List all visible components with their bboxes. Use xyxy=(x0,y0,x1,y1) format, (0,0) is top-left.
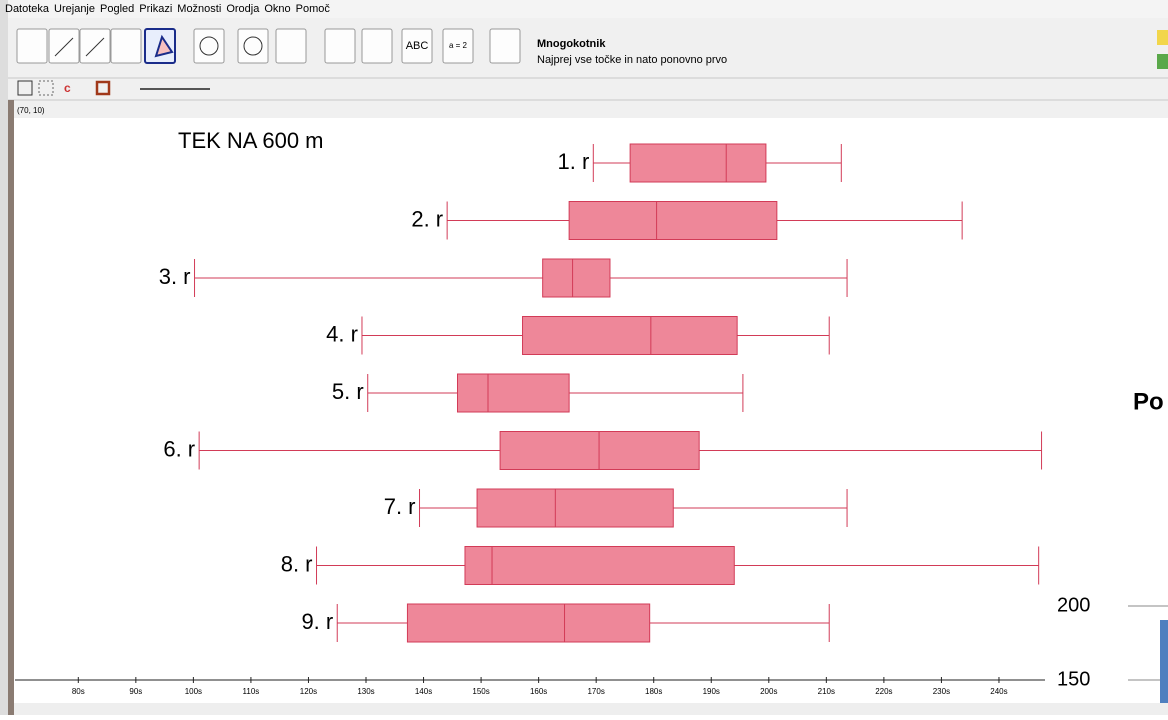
category-label: 1. r xyxy=(557,149,589,174)
x-tick-label: 90s xyxy=(129,687,142,696)
tool-button[interactable] xyxy=(361,28,393,64)
tool-text: ABC xyxy=(406,40,429,52)
toolbar: ABC a = 2 xyxy=(16,28,521,64)
x-tick-label: 160s xyxy=(530,687,547,696)
box xyxy=(464,546,735,585)
box xyxy=(476,488,674,528)
x-tick-label: 190s xyxy=(703,687,720,696)
menu-item[interactable]: Pogled xyxy=(100,3,134,15)
menu-item[interactable]: Prikazi xyxy=(139,3,172,15)
side-tick: 150 xyxy=(1057,668,1090,690)
x-tick-label: 210s xyxy=(818,687,835,696)
category-label: 6. r xyxy=(163,436,195,461)
menu-item[interactable]: Datoteka xyxy=(5,3,50,15)
menu-item[interactable]: Pomoč xyxy=(296,3,331,15)
tool-icon xyxy=(54,37,74,57)
box xyxy=(406,603,651,643)
tool-icon xyxy=(85,37,105,57)
box xyxy=(542,258,611,298)
bottom-bar xyxy=(14,703,1168,715)
tool-button[interactable] xyxy=(275,28,307,64)
tool-name: Mnogokotnik xyxy=(537,38,606,50)
menu-item[interactable]: Orodja xyxy=(226,3,260,15)
x-tick-label: 120s xyxy=(300,687,317,696)
x-tick-label: 220s xyxy=(875,687,892,696)
menu-bar xyxy=(0,0,1168,18)
tool-button[interactable] xyxy=(16,28,48,64)
x-tick-label: 150s xyxy=(472,687,489,696)
side-icon[interactable] xyxy=(1157,54,1168,69)
x-tick-label: 230s xyxy=(933,687,950,696)
x-tick-label: 180s xyxy=(645,687,662,696)
x-tick-label: 100s xyxy=(185,687,202,696)
category-label: 9. r xyxy=(301,609,333,634)
tool-button[interactable] xyxy=(324,28,356,64)
chart-title: TEK NA 600 m xyxy=(178,128,324,153)
tool-button[interactable] xyxy=(489,28,521,64)
axes-toggle[interactable] xyxy=(17,80,33,96)
coords: (70, 10) xyxy=(17,106,45,115)
category-label: 2. r xyxy=(411,206,443,231)
grid-toggle[interactable] xyxy=(38,80,54,96)
tool-button[interactable] xyxy=(442,28,474,64)
x-tick-label: 140s xyxy=(415,687,432,696)
tool-button[interactable] xyxy=(79,28,111,64)
box xyxy=(568,201,778,240)
menu-item[interactable]: Možnosti xyxy=(177,3,221,15)
side-bar xyxy=(1160,620,1168,703)
category-label: 5. r xyxy=(332,379,364,404)
box xyxy=(522,316,738,355)
style-bar: c xyxy=(17,80,210,96)
box xyxy=(629,143,767,183)
left-edge xyxy=(0,0,8,715)
x-tick-label: 240s xyxy=(990,687,1007,696)
x-tick-label: 110s xyxy=(243,687,260,696)
box xyxy=(456,373,570,413)
x-tick-label: 170s xyxy=(587,687,604,696)
category-label: 4. r xyxy=(326,321,358,346)
menu-item[interactable]: Okno xyxy=(264,3,290,15)
category-label: 3. r xyxy=(159,264,191,289)
line-color[interactable] xyxy=(95,80,111,96)
left-border xyxy=(8,100,14,715)
tool-icon xyxy=(154,34,174,58)
side-tick: 200 xyxy=(1057,594,1090,616)
category-label: 8. r xyxy=(281,551,313,576)
tool-help: Najprej vse točke in nato ponovno prvo xyxy=(537,54,727,66)
side-icon[interactable] xyxy=(1157,30,1168,45)
tool-button[interactable] xyxy=(237,28,269,64)
x-tick-label: 80s xyxy=(72,687,85,696)
tool-button[interactable] xyxy=(401,28,433,64)
side-title: Po xyxy=(1133,388,1164,415)
tool-button[interactable] xyxy=(110,28,142,64)
x-tick-label: 200s xyxy=(760,687,777,696)
tool-icon xyxy=(199,36,219,56)
tool-text: a = 2 xyxy=(449,41,468,50)
x-tick-label: 130s xyxy=(357,687,374,696)
box xyxy=(499,431,700,470)
tool-button[interactable] xyxy=(193,28,225,64)
category-label: 7. r xyxy=(384,494,416,519)
tool-icon xyxy=(243,36,263,56)
menu-item[interactable]: Urejanje xyxy=(54,3,95,15)
tool-button[interactable] xyxy=(48,28,80,64)
color-icon[interactable]: c xyxy=(64,81,71,95)
